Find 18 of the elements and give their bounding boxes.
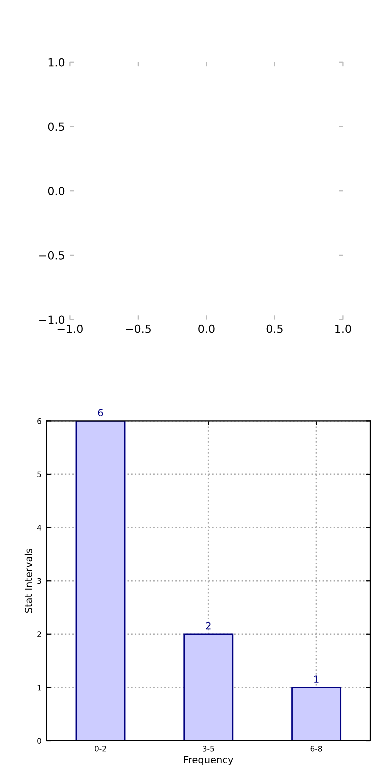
x-tick-label: −1.0 — [58, 324, 83, 334]
x-tick-label: −0.5 — [126, 324, 151, 334]
y-tick-label: −1.0 — [40, 316, 65, 324]
x-tick-label: 1.0 — [336, 324, 352, 334]
y-axis-title: Stat Intervals — [24, 549, 32, 614]
data-label: 2 — [206, 622, 211, 630]
x-axis-title: Frequency — [184, 756, 234, 766]
y-tick-label: 0.0 — [48, 187, 65, 196]
bar — [184, 634, 234, 741]
y-tick-label: −0.5 — [40, 251, 64, 260]
x-tick-label: 0.0 — [198, 324, 215, 334]
data-label: 6 — [98, 409, 104, 417]
bar — [292, 687, 342, 741]
x-tick-label: 0.5 — [266, 324, 283, 334]
data-label: 1 — [314, 676, 319, 683]
y-tick-label: 1.0 — [48, 58, 65, 67]
y-tick-label: 0.5 — [48, 122, 64, 132]
bar — [76, 421, 126, 741]
